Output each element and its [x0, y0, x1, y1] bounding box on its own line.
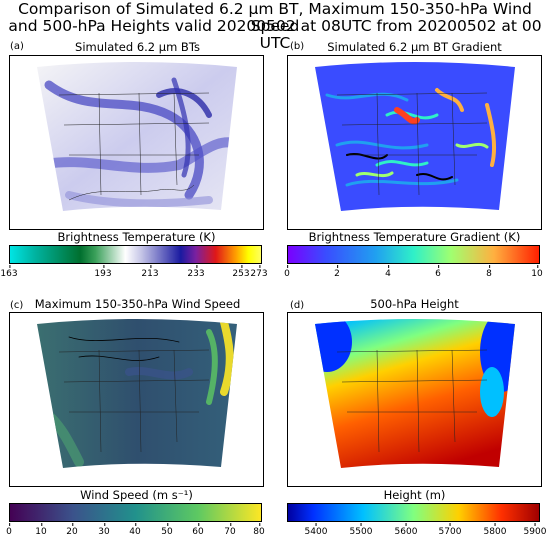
panel-c-letter: (c) — [10, 300, 24, 311]
panel-d-tick: 5600 — [394, 523, 418, 537]
panel-b-tick: 10 — [531, 265, 543, 279]
panel-a-title: Simulated 6.2 μm BTs — [75, 40, 200, 54]
panel-a-tick: 273 — [250, 265, 268, 279]
panel-d-tick: 5500 — [349, 523, 373, 537]
panel-d-cbar-title: Height (m) — [383, 488, 446, 502]
panel-c-tick: 70 — [224, 523, 236, 537]
panel-b-tick: 4 — [385, 265, 391, 279]
panel-c-cbar-title: Wind Speed (m s⁻¹) — [80, 488, 193, 502]
panel-c-tick: 20 — [66, 523, 78, 537]
panel-b-title: Simulated 6.2 μm BT Gradient — [327, 40, 502, 54]
panel-a-tick: 213 — [141, 265, 159, 279]
panel-b-map — [287, 55, 542, 230]
panel-c-tick: 0 — [6, 523, 12, 537]
panel-c-tick: 10 — [35, 523, 47, 537]
panel-a-tick: 233 — [187, 265, 205, 279]
panel-c-tick: 80 — [253, 523, 265, 537]
panel-b-tick: 6 — [435, 265, 441, 279]
panel-a-tick: 163 — [0, 265, 18, 279]
panel-b-cbar-title: Brightness Temperature Gradient (K) — [308, 230, 521, 244]
panel-b-tick: 8 — [486, 265, 492, 279]
panel-d-letter: (d) — [290, 300, 305, 311]
panel-c-colorbar — [9, 503, 262, 522]
panel-c-title: Maximum 150-350-hPa Wind Speed — [34, 297, 241, 311]
panel-b-tick: 0 — [284, 265, 290, 279]
panel-c-tick: 50 — [161, 523, 173, 537]
panel-a-cbar-title: Brightness Temperature (K) — [57, 230, 216, 244]
panel-b-colorbar — [287, 245, 540, 264]
panel-a-tick: 253 — [232, 265, 250, 279]
panel-a-tick: 193 — [94, 265, 112, 279]
panel-b-tick: 2 — [334, 265, 340, 279]
panel-d-tick: 5900 — [523, 523, 547, 537]
panel-c-map — [9, 312, 264, 487]
panel-a-letter: (a) — [10, 41, 24, 52]
panel-d-map — [287, 312, 542, 487]
panel-a-map — [9, 55, 264, 230]
figure-title-line2: and 500-hPa Heights valid 20200502 at 08… — [8, 17, 542, 52]
panel-d-colorbar — [287, 503, 540, 522]
panel-a-colorbar — [9, 245, 262, 264]
panel-d-tick: 5700 — [438, 523, 462, 537]
panel-b-letter: (b) — [290, 41, 305, 52]
figure-title-line1: Comparison of Simulated 6.2 μm BT, Maxim… — [18, 0, 532, 35]
panel-c-tick: 40 — [129, 523, 141, 537]
panel-d-title: 500-hPa Height — [370, 297, 459, 311]
panel-c-tick: 60 — [192, 523, 204, 537]
panel-d-tick: 5400 — [304, 523, 328, 537]
panel-c-tick: 30 — [98, 523, 110, 537]
panel-d-tick: 5800 — [483, 523, 507, 537]
